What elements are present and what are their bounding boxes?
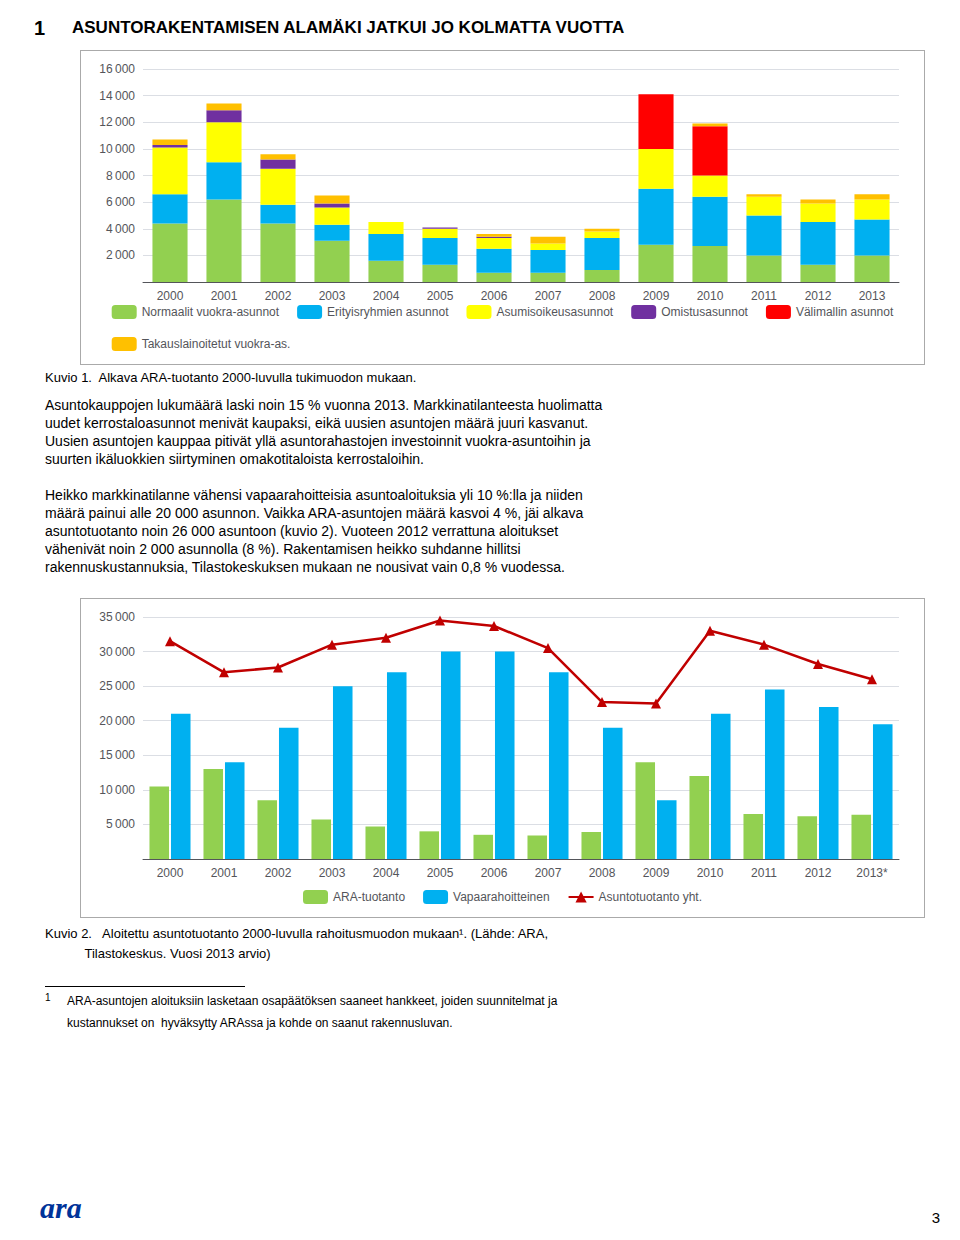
svg-text:2002: 2002 <box>265 289 292 303</box>
svg-text:2006: 2006 <box>481 289 508 303</box>
svg-text:2008: 2008 <box>589 866 616 880</box>
svg-text:2005: 2005 <box>427 289 454 303</box>
svg-text:10 000: 10 000 <box>99 783 135 797</box>
html-text:suurten ikäluokkien siirtymine: suurten ikäluokkien siirtyminen omakotit… <box>45 451 424 467</box>
svg-text:2012: 2012 <box>805 289 832 303</box>
html-text:Asuntokauppojen lukumäärä lask: Asuntokauppojen lukumäärä laski noin 15 … <box>45 397 603 413</box>
svg-text:2001: 2001 <box>211 289 238 303</box>
svg-text:2000: 2000 <box>157 866 184 880</box>
html-text:kustannukset on hyväksytty ARA: kustannukset on hyväksytty ARAssa ja koh… <box>67 1016 453 1030</box>
svg-text:14 000: 14 000 <box>99 89 135 103</box>
svg-text:25 000: 25 000 <box>99 679 135 693</box>
html-text:rakennuskustannuksia, Tilastok: rakennuskustannuksia, Tilastokeskuksen m… <box>45 559 565 575</box>
svg-text:5 000: 5 000 <box>106 817 135 831</box>
svg-text:2004: 2004 <box>373 866 400 880</box>
svg-text:15 000: 15 000 <box>99 748 135 762</box>
html-text:ara: ara <box>40 1191 82 1224</box>
svg-text:2005: 2005 <box>427 866 454 880</box>
svg-text:2003: 2003 <box>319 289 346 303</box>
svg-text:Omistusasunnot: Omistusasunnot <box>661 305 748 319</box>
svg-text:2010: 2010 <box>697 289 724 303</box>
svg-text:2004: 2004 <box>373 289 400 303</box>
svg-text:2011: 2011 <box>751 866 777 880</box>
svg-text:2009: 2009 <box>643 289 670 303</box>
html-text:Kuvio 2. Aloitettu asuntotuota: Kuvio 2. Aloitettu asuntotuotanto 2000-l… <box>45 926 548 941</box>
html-text:1: 1 <box>34 17 46 39</box>
svg-text:2006: 2006 <box>481 866 508 880</box>
svg-text:30 000: 30 000 <box>99 645 135 659</box>
svg-text:2009: 2009 <box>643 866 670 880</box>
html-text:Kuvio 1. Alkava ARA-tuotanto 2: Kuvio 1. Alkava ARA-tuotanto 2000-luvull… <box>45 370 417 385</box>
svg-text:2010: 2010 <box>697 866 724 880</box>
svg-text:6 000: 6 000 <box>106 195 135 209</box>
html-text:ARA-asuntojen aloituksiin lask: ARA-asuntojen aloituksiin lasketaan osap… <box>67 994 558 1008</box>
svg-text:2003: 2003 <box>319 866 346 880</box>
svg-text:Asuntotuotanto yht.: Asuntotuotanto yht. <box>599 890 702 904</box>
svg-text:2013: 2013 <box>859 289 886 303</box>
svg-text:2001: 2001 <box>211 866 238 880</box>
svg-text:ARA-tuotanto: ARA-tuotanto <box>333 890 405 904</box>
html-text:määrä painui alle 20 000 asunn: määrä painui alle 20 000 asunnon. Vaikka… <box>45 505 584 521</box>
svg-text:2007: 2007 <box>535 289 562 303</box>
svg-text:2013*: 2013* <box>856 866 888 880</box>
svg-text:2008: 2008 <box>589 289 616 303</box>
svg-text:8 000: 8 000 <box>106 169 135 183</box>
svg-text:10 000: 10 000 <box>99 142 135 156</box>
html-text:Tilastokeskus. Vuosi 2013 arvi: Tilastokeskus. Vuosi 2013 arvio) <box>45 946 271 961</box>
html-text:Uusien asuntojen kauppaa pitiv: Uusien asuntojen kauppaa pitivät yllä as… <box>45 433 591 449</box>
svg-text:Asumisoikeusasunnot: Asumisoikeusasunnot <box>496 305 613 319</box>
html-text:3: 3 <box>931 1209 940 1226</box>
svg-text:Välimallin asunnot: Välimallin asunnot <box>796 305 894 319</box>
svg-text:Vapaarahoitteinen: Vapaarahoitteinen <box>453 890 550 904</box>
svg-text:Takauslainoitetut vuokra-as.: Takauslainoitetut vuokra-as. <box>142 337 291 351</box>
svg-text:2000: 2000 <box>157 289 184 303</box>
svg-text:35 000: 35 000 <box>99 610 135 624</box>
html-text:uudet kerrostaloasunnot menivä: uudet kerrostaloasunnot menivät kaupaksi… <box>45 415 589 431</box>
svg-text:2007: 2007 <box>535 866 562 880</box>
svg-text:20 000: 20 000 <box>99 714 135 728</box>
html-text:Heikko markkinatilanne vähensi: Heikko markkinatilanne vähensi vapaaraho… <box>45 487 583 503</box>
svg-text:16 000: 16 000 <box>99 62 135 76</box>
svg-text:4 000: 4 000 <box>106 222 135 236</box>
html-text:vähenivät noin 2 000 asunnolla: vähenivät noin 2 000 asunnolla (8 %). Ra… <box>45 541 521 557</box>
html-text:ASUNTORAKENTAMISEN ALAMÄKI JAT: ASUNTORAKENTAMISEN ALAMÄKI JATKUI JO KOL… <box>72 18 625 37</box>
svg-text:12 000: 12 000 <box>99 115 135 129</box>
html-text:asuntotuotanto noin 26 000 asu: asuntotuotanto noin 26 000 asuntoon (kuv… <box>45 523 559 539</box>
svg-text:Erityisryhmien asunnot: Erityisryhmien asunnot <box>327 305 449 319</box>
html-text:1: 1 <box>45 992 51 1003</box>
svg-text:Normaalit vuokra-asunnot: Normaalit vuokra-asunnot <box>142 305 280 319</box>
svg-text:2012: 2012 <box>805 866 832 880</box>
svg-text:2011: 2011 <box>751 289 777 303</box>
svg-text:2002: 2002 <box>265 866 292 880</box>
svg-text:2 000: 2 000 <box>106 248 135 262</box>
